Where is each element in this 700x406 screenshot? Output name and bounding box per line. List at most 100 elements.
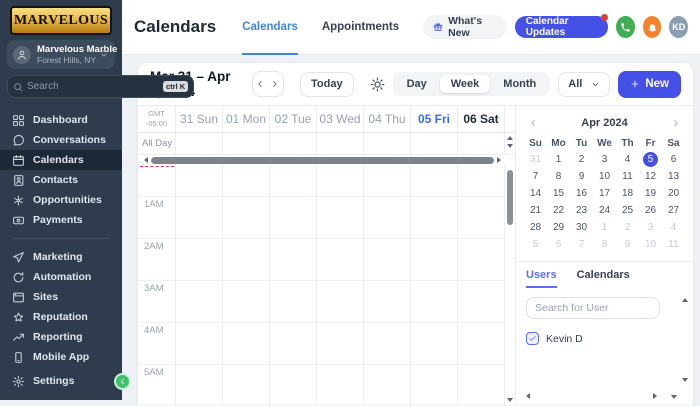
time-slot[interactable] (223, 197, 270, 238)
mini-cal-day[interactable]: 3 (639, 219, 662, 236)
sidebar-item-reputation[interactable]: Reputation (0, 307, 122, 327)
view-month-button[interactable]: Month (492, 75, 547, 93)
time-slot[interactable] (176, 323, 223, 364)
time-slot[interactable] (317, 323, 364, 364)
view-week-button[interactable]: Week (440, 75, 491, 93)
sidebar-item-payments[interactable]: Payments (0, 210, 122, 230)
mini-cal-day[interactable]: 2 (616, 219, 639, 236)
time-slot[interactable] (270, 323, 317, 364)
mini-cal-day[interactable]: 3 (593, 151, 616, 168)
vertical-scrollbar[interactable] (505, 165, 515, 405)
mini-cal-day[interactable]: 6 (547, 236, 570, 253)
sidebar-item-dashboard[interactable]: Dashboard (0, 110, 122, 130)
all-day-cell[interactable] (223, 133, 270, 154)
mini-cal-day[interactable]: 13 (662, 168, 685, 185)
time-slot[interactable] (411, 281, 458, 322)
time-slot[interactable] (364, 239, 411, 280)
time-slot[interactable] (317, 365, 364, 405)
time-slot[interactable] (270, 197, 317, 238)
mini-cal-day[interactable]: 20 (662, 185, 685, 202)
mini-cal-day[interactable]: 29 (547, 219, 570, 236)
time-slot[interactable] (364, 197, 411, 238)
mini-cal-day[interactable]: 23 (570, 202, 593, 219)
time-slot[interactable] (223, 323, 270, 364)
next-week-button[interactable] (268, 72, 283, 96)
mini-cal-day[interactable]: 8 (547, 168, 570, 185)
time-slot[interactable] (270, 165, 317, 196)
calendar-updates-button[interactable]: Calendar Updates (515, 16, 609, 38)
time-slot[interactable] (223, 281, 270, 322)
time-slot[interactable] (458, 239, 505, 280)
mini-cal-day[interactable]: 16 (570, 185, 593, 202)
time-slot[interactable] (458, 281, 505, 322)
panel-scroll-right-arrow[interactable] (653, 393, 657, 399)
horizontal-scrollbar-thumb[interactable] (151, 157, 494, 164)
mini-cal-day[interactable]: 18 (616, 185, 639, 202)
scroll-down-arrow[interactable] (507, 398, 513, 402)
scroll-right-arrow[interactable] (497, 157, 501, 163)
sidebar-item-mobile-app[interactable]: Mobile App (0, 347, 122, 367)
mini-cal-day[interactable]: 25 (616, 202, 639, 219)
search-input[interactable] (27, 81, 159, 92)
day-header[interactable]: 31 Sun (176, 106, 223, 132)
account-switcher[interactable]: Marvelous Marble Forest Hills, NY (7, 40, 115, 69)
user-avatar[interactable]: KD (669, 16, 688, 38)
allday-scroll-up-arrow[interactable] (507, 136, 513, 140)
time-slot[interactable] (411, 365, 458, 405)
time-slot[interactable] (364, 365, 411, 405)
sidebar-item-marketing[interactable]: Marketing (0, 247, 122, 267)
tab-users[interactable]: Users (526, 269, 557, 288)
time-slot[interactable] (317, 239, 364, 280)
whats-new-button[interactable]: What's New (423, 15, 507, 39)
mini-cal-day[interactable]: 5 (524, 236, 547, 253)
day-header-today[interactable]: 05 Fri (411, 106, 458, 132)
tab-appointments[interactable]: Appointments (322, 0, 399, 55)
sidebar-collapse-button[interactable] (114, 373, 131, 390)
allday-scroll-down-arrow[interactable] (507, 144, 513, 148)
mini-cal-day[interactable]: 12 (639, 168, 662, 185)
mini-cal-day[interactable]: 1 (547, 151, 570, 168)
time-slot[interactable] (176, 281, 223, 322)
new-appointment-button[interactable]: New (618, 71, 681, 98)
all-day-cell[interactable] (411, 133, 458, 154)
panel-scroll-down-arrow[interactable] (682, 378, 688, 382)
time-slot[interactable] (317, 281, 364, 322)
mini-cal-day[interactable]: 10 (593, 168, 616, 185)
time-slot[interactable] (176, 165, 223, 196)
mini-cal-prev-button[interactable] (528, 118, 538, 128)
time-slot[interactable] (223, 365, 270, 405)
user-list-item[interactable]: Kevin D (526, 332, 683, 345)
mini-cal-day[interactable]: 27 (662, 202, 685, 219)
time-slot[interactable] (411, 323, 458, 364)
mini-cal-day[interactable]: 31 (524, 151, 547, 168)
day-header-selected[interactable]: 06 Sat (458, 106, 505, 132)
mini-cal-day[interactable]: 19 (639, 185, 662, 202)
day-header[interactable]: 03 Wed (317, 106, 364, 132)
mini-cal-day[interactable]: 2 (570, 151, 593, 168)
mini-cal-day[interactable]: 7 (570, 236, 593, 253)
mini-cal-day[interactable]: 1 (593, 219, 616, 236)
sidebar-item-contacts[interactable]: Contacts (0, 170, 122, 190)
mini-cal-day[interactable]: 4 (662, 219, 685, 236)
mini-cal-day[interactable]: 6 (662, 151, 685, 168)
sidebar-item-automation[interactable]: Automation (0, 267, 122, 287)
vertical-scrollbar-thumb[interactable] (507, 170, 513, 225)
mini-cal-day[interactable]: 24 (593, 202, 616, 219)
day-header[interactable]: 01 Mon (223, 106, 270, 132)
time-slot[interactable] (411, 197, 458, 238)
time-slot[interactable] (458, 365, 505, 405)
time-slot[interactable] (411, 165, 458, 196)
mini-cal-day[interactable]: 8 (593, 236, 616, 253)
sidebar-item-reporting[interactable]: Reporting (0, 327, 122, 347)
scroll-left-arrow[interactable] (144, 157, 148, 163)
time-slot[interactable] (411, 239, 458, 280)
mini-cal-day[interactable]: 28 (524, 219, 547, 236)
sidebar-item-conversations[interactable]: Conversations (0, 130, 122, 150)
mini-cal-day[interactable]: 26 (639, 202, 662, 219)
horizontal-scrollbar[interactable] (138, 155, 505, 165)
time-slot[interactable] (458, 197, 505, 238)
prev-week-button[interactable] (253, 72, 268, 96)
all-day-cell[interactable] (317, 133, 364, 154)
mini-cal-day[interactable]: 9 (616, 236, 639, 253)
mini-cal-day[interactable]: 30 (570, 219, 593, 236)
